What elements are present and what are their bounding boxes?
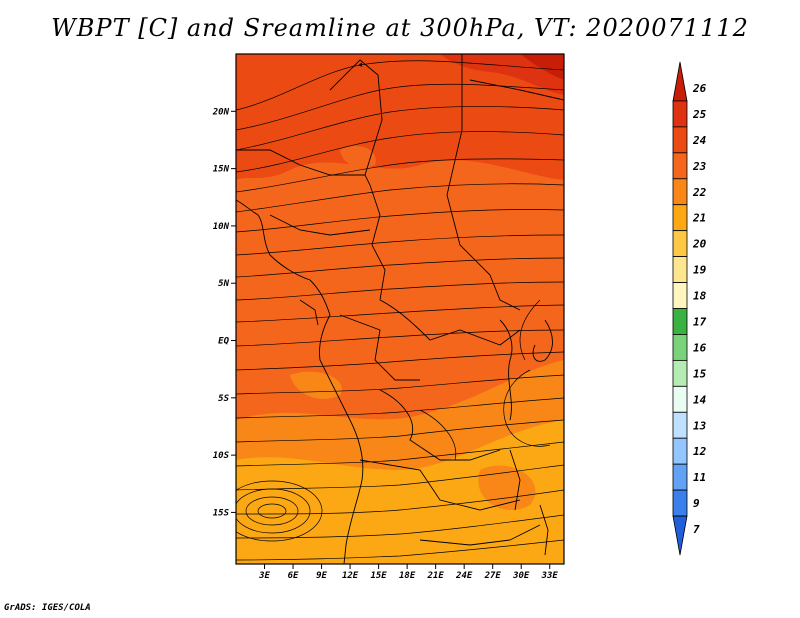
lon-tick-label: 27E [484, 571, 502, 581]
lon-tick-label: 9E [316, 571, 327, 581]
lat-tick-label: EQ [218, 337, 229, 347]
colorbar-label: 20 [692, 238, 707, 251]
grads-credit: GrADS: IGES/COLA [4, 603, 91, 613]
colorbar-swatch [672, 230, 688, 258]
lon-tick-label: 3E [258, 571, 270, 581]
borders [236, 54, 564, 564]
lat-tick-label: 20N [212, 107, 230, 117]
lon-tick-label: 33E [541, 571, 559, 581]
colorbar-label: 17 [693, 315, 707, 328]
colorbar-label: 7 [693, 523, 700, 536]
colorbar-label: 22 [692, 186, 707, 199]
lat-tick-label: 15N [213, 165, 230, 175]
colorbar-label: 16 [693, 341, 707, 354]
lat-tick-label: 10S [213, 451, 230, 461]
lon-tick-label: 15E [370, 571, 387, 581]
colorbar-swatch [672, 515, 688, 556]
map-title: WBPT [C] and Sreamline at 300hPa, VT: 20… [51, 14, 749, 42]
colorbar-swatch [672, 204, 688, 232]
lon-tick-label: 24E [455, 571, 473, 581]
temperature-field [236, 54, 564, 564]
colorbar-swatch [672, 308, 688, 335]
colorbar: 26 25 24 23 22 21 20 19 18 17 16 15 14 13 12 11 9 7 [672, 61, 707, 556]
colorbar-label: 23 [692, 160, 707, 173]
colorbar-swatch [672, 334, 688, 361]
lat-tick-label: 15S [213, 508, 230, 518]
colorbar-label: 18 [693, 290, 707, 303]
colorbar-swatch [672, 437, 688, 465]
streamlines [236, 60, 564, 561]
lat-tick-label: 5S [218, 394, 229, 404]
lat-tick-label: 10N [213, 222, 230, 232]
lon-tick-label: 30E [512, 571, 530, 581]
colorbar-label: 24 [692, 134, 707, 147]
colorbar-swatch [672, 178, 688, 206]
colorbar-label: 14 [693, 393, 707, 406]
colorbar-swatch [672, 100, 688, 128]
colorbar-label: 19 [693, 264, 707, 277]
latitude-axis: 20N 15N 10N 5N EQ 5S 10S 15S [212, 107, 236, 518]
colorbar-swatch [672, 359, 688, 387]
colorbar-label: 25 [692, 108, 707, 121]
lon-tick-label: 6E [288, 571, 299, 581]
colorbar-label: 12 [693, 445, 707, 458]
lon-tick-label: 21E [427, 571, 445, 581]
lat-tick-label: 5N [218, 279, 229, 289]
colorbar-label: 11 [693, 471, 706, 484]
colorbar-swatch [672, 256, 688, 283]
colorbar-swatch [672, 463, 688, 491]
colorbar-label: 9 [693, 497, 700, 510]
lon-tick-label: 18E [399, 571, 416, 581]
colorbar-label: 15 [693, 367, 707, 380]
colorbar-label: 13 [693, 419, 707, 432]
longitude-axis: 3E 6E 9E 12E 15E 18E 21E 24E 27E 30E 33E [258, 564, 558, 581]
map-frame [235, 53, 565, 565]
colorbar-label: 26 [692, 82, 707, 95]
lon-tick-label: 12E [342, 571, 359, 581]
colorbar-swatch [672, 61, 688, 102]
colorbar-swatch [672, 282, 688, 309]
colorbar-swatch [672, 411, 688, 439]
colorbar-swatch [672, 126, 688, 154]
colorbar-swatch [672, 152, 688, 180]
colorbar-label: 21 [692, 212, 706, 225]
colorbar-swatch [672, 489, 688, 517]
colorbar-swatch [672, 385, 688, 413]
